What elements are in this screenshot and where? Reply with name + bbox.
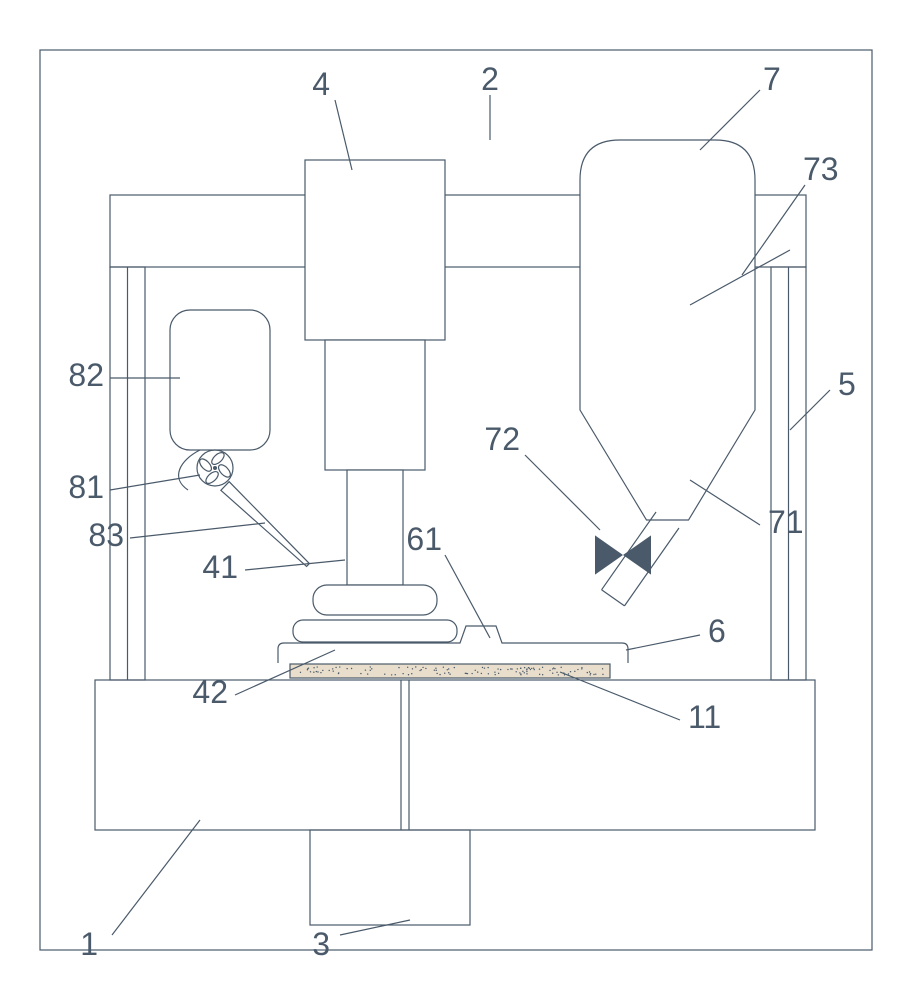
- main-cyl-upper: [305, 160, 445, 340]
- label-81: 81: [68, 469, 104, 505]
- label-83: 83: [88, 517, 124, 553]
- press-head-lower: [293, 620, 457, 642]
- diagram-root: 1 2 3 4 5 6 7 11 41 42 61 71 72 73 81 82 83: [0, 0, 912, 1000]
- label-41: 41: [202, 549, 238, 585]
- label-5: 5: [838, 366, 856, 402]
- label-4: 4: [312, 66, 330, 102]
- canvas-bg: [0, 0, 912, 1000]
- main-cyl-lower: [347, 470, 403, 585]
- label-2: 2: [481, 61, 499, 97]
- label-3: 3: [312, 926, 330, 962]
- label-71: 71: [768, 504, 804, 540]
- grinding-pad: [290, 664, 610, 678]
- label-73: 73: [803, 151, 839, 187]
- label-42: 42: [192, 674, 228, 710]
- press-head-upper: [313, 585, 437, 615]
- label-11: 11: [688, 699, 721, 735]
- label-7: 7: [763, 61, 781, 97]
- label-1: 1: [80, 926, 98, 962]
- label-6: 6: [708, 613, 726, 649]
- label-61: 61: [406, 521, 442, 557]
- label-82: 82: [68, 357, 104, 393]
- label-72: 72: [484, 421, 520, 457]
- main-cyl-mid: [325, 340, 425, 470]
- fan-hub: [213, 466, 217, 470]
